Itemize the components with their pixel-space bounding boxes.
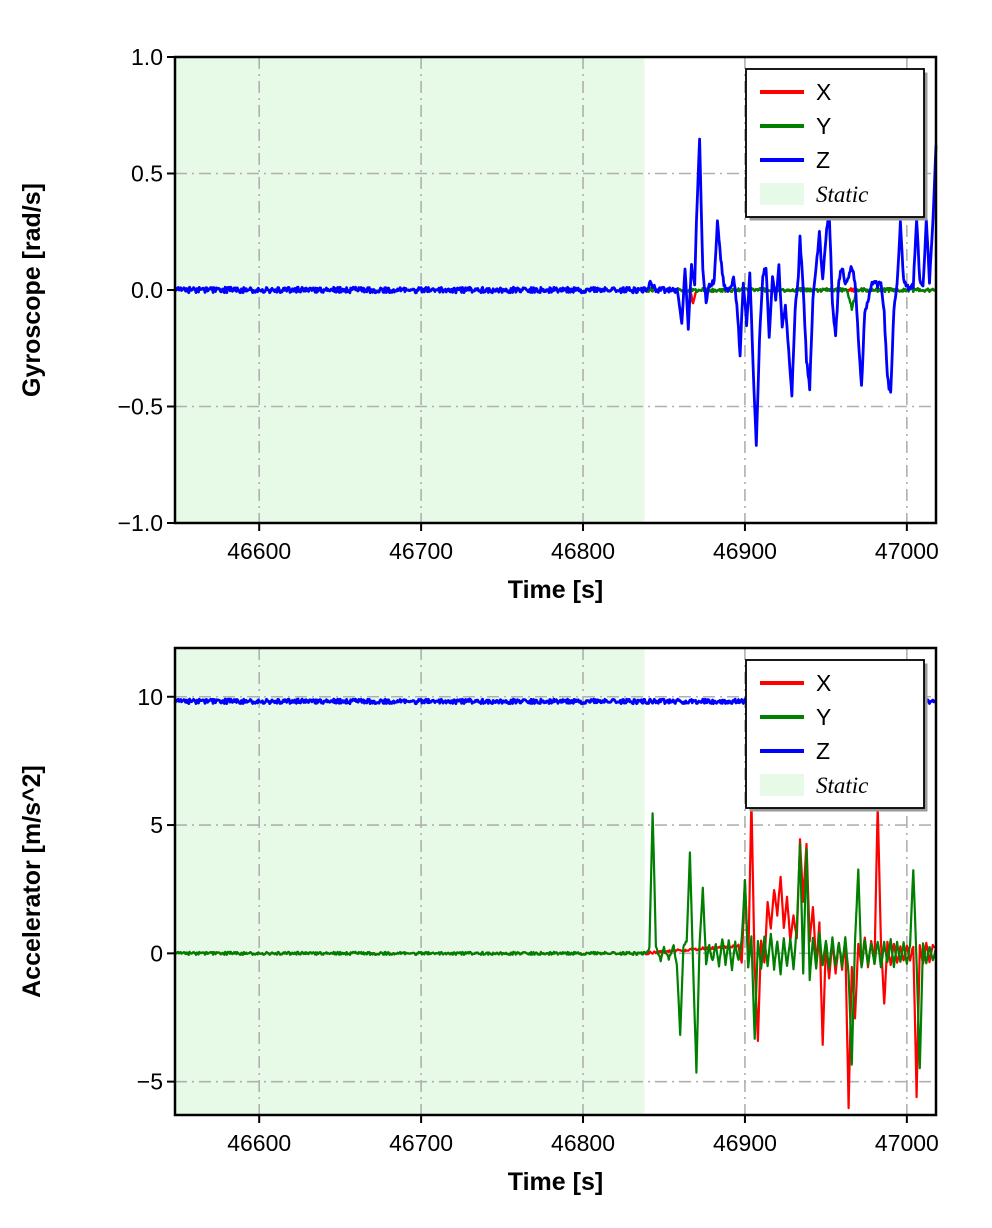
series-y-line xyxy=(173,812,938,1074)
y-tick-label: −5 xyxy=(137,1069,163,1095)
y-tick-label: 1.0 xyxy=(131,44,163,70)
x-tick-label: 46900 xyxy=(713,538,777,564)
legend-label-y: Y xyxy=(816,113,831,139)
y-tick-label: 5 xyxy=(150,812,163,838)
x-tick-label: 46900 xyxy=(713,1130,777,1156)
legend: XYZ Static xyxy=(745,659,928,812)
y-tick-label: −0.5 xyxy=(118,394,163,420)
y-axis-label: Accelerator [m/s^2] xyxy=(18,765,46,998)
x-tick-label: 47000 xyxy=(875,538,939,564)
legend-sample-static-patch xyxy=(760,183,804,205)
accelerometer-chart-svg: 46600 46700 46800 46900 47000 −5 0 5 10 Time [s] A… xyxy=(18,646,939,1196)
legend-label-y: Y xyxy=(816,704,831,730)
x-tick-label: 46600 xyxy=(227,538,291,564)
series-z-line xyxy=(173,137,938,447)
legend-label-z: Z xyxy=(816,147,830,173)
gyroscope-chart: 46600 46700 46800 46900 47000 −1.0 −0.5 0.0 0.5 1… xyxy=(18,44,939,604)
x-tick-label: 46800 xyxy=(551,538,615,564)
x-tick-label: 46700 xyxy=(389,1130,453,1156)
accelerometer-chart: 46600 46700 46800 46900 47000 −5 0 5 10 Time [s] A… xyxy=(0,614,992,1228)
y-tick-label: 10 xyxy=(137,684,163,710)
static-region xyxy=(175,648,645,1115)
y-tick-label: 0 xyxy=(150,940,163,966)
x-tick-label: 46800 xyxy=(551,1130,615,1156)
y-axis-label: Gyroscope [rad/s] xyxy=(18,183,46,397)
y-tick-label: 0.5 xyxy=(131,161,163,187)
legend-label-z: Z xyxy=(816,738,830,764)
gyroscope-chart-svg: 46600 46700 46800 46900 47000 −1.0 −0.5 0.0 0.5 1… xyxy=(18,44,939,604)
y-tick-label: 0.0 xyxy=(131,277,163,303)
x-axis-label: Time [s] xyxy=(508,1168,603,1196)
legend-label-x: X xyxy=(816,79,831,105)
legend: XYZ Static xyxy=(745,68,928,221)
x-tick-label: 46600 xyxy=(227,1130,291,1156)
legend-label-static: Static xyxy=(816,182,868,207)
x-tick-label: 46700 xyxy=(389,538,453,564)
x-axis-label: Time [s] xyxy=(508,576,603,604)
legend-label-x: X xyxy=(816,670,831,696)
legend-label-static: Static xyxy=(816,773,868,798)
plot-frame xyxy=(173,646,938,1117)
legend-sample-static-patch xyxy=(760,774,804,796)
y-tick-label: −1.0 xyxy=(118,510,163,536)
x-tick-label: 47000 xyxy=(875,1130,939,1156)
